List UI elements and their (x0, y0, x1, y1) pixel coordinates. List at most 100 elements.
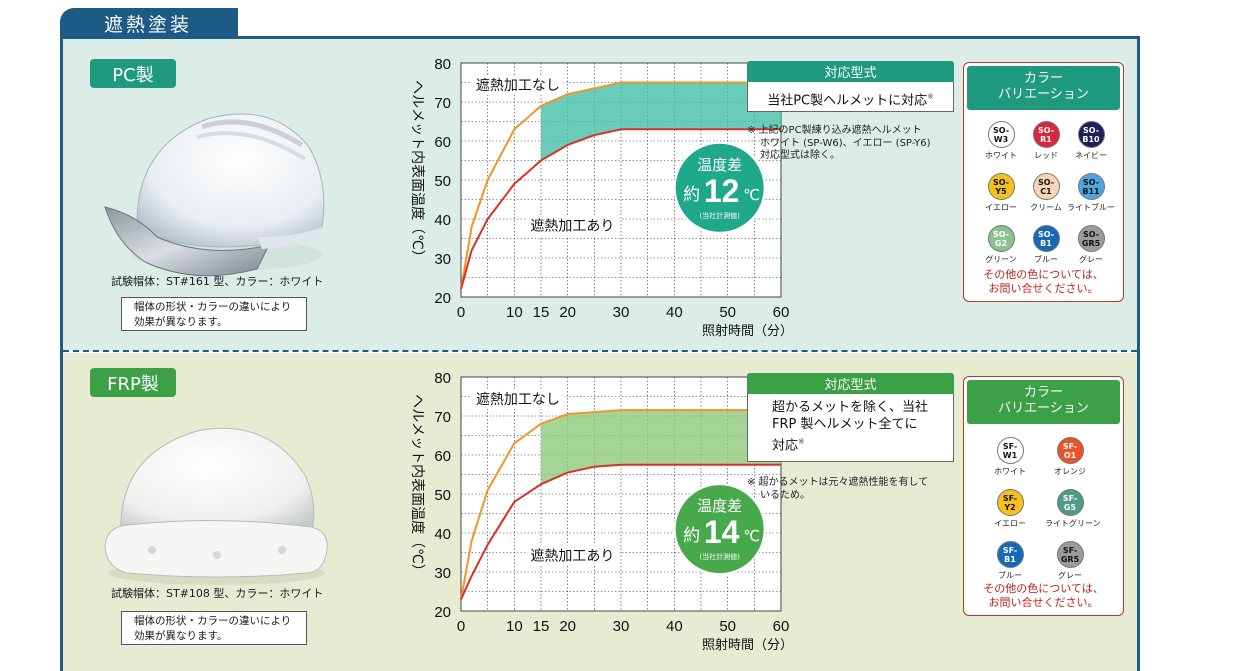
color-code: B1 (1004, 554, 1016, 564)
color-code: GR5 (1060, 554, 1080, 564)
pc-info-note-line: 対応型式は除く。 (760, 150, 840, 161)
color-dot: SO- B11 (1077, 173, 1105, 200)
pc-color-heading: カラー バリエーション (967, 66, 1120, 110)
color-code: G2 (994, 238, 1008, 248)
badge-title: 温度差 (697, 156, 742, 174)
pc-color-heading-line: バリエーション (998, 87, 1089, 102)
frp-color-foot-line: お問い合せください。 (988, 596, 1099, 609)
y-tick-label: 30 (434, 565, 451, 582)
color-dot: SO- W3 (987, 121, 1015, 148)
color-dot: SF- B1 (996, 541, 1024, 568)
x-tick-label: 20 (559, 618, 576, 635)
y-tick-label: 80 (434, 370, 451, 387)
pc-color-foot-line: その他の色については、 (983, 268, 1104, 281)
color-code: GR5 (1081, 238, 1101, 248)
color-dot: SF- G5 (1056, 489, 1084, 516)
color-name: グレー (1058, 571, 1082, 580)
badge-note: (当社計測値) (699, 552, 740, 561)
color-swatch: SF- G5 ライトグリーン (1045, 489, 1101, 529)
x-tick-label: 20 (559, 304, 576, 321)
color-code: Y5 (995, 186, 1007, 196)
color-swatch: SF- W1 ホワイト (985, 437, 1035, 477)
frp-info-body-line: FRP 製ヘルメット全てに (772, 417, 918, 432)
frp-info-note: ※ 超かるメットは元々遮熱性能を有して いるため。 (747, 477, 957, 502)
label-without-coating: 遮熱加工なし (476, 78, 560, 94)
color-code: G5 (1063, 502, 1077, 512)
color-code: B1 (1040, 238, 1052, 248)
series-line-without-coating (460, 81, 781, 290)
pc-section: PC製 試験帽体：ST#161 型、カラー：ホワイト (63, 39, 1137, 351)
color-code-prefix: SF- (1062, 441, 1078, 451)
x-tick-label: 15 (533, 304, 550, 321)
color-swatch: SF- O1 オレンジ (1045, 437, 1095, 477)
y-axis-label: ヘルメット内表面温度（℃） (409, 80, 425, 264)
color-dot: SO- G2 (987, 225, 1015, 252)
color-dot: SF- W1 (996, 437, 1024, 464)
pc-temperature-chart: 20 30 40 50 60 70 80 0 10 15 20 30 40 50 60 照射時間（分） ヘルメッ… (409, 56, 793, 339)
color-swatch: SF- Y2 イエロー (985, 489, 1035, 529)
frp-test-caption: 試験帽体：ST#108 型、カラー：ホワイト (111, 587, 324, 600)
badge-title: 温度差 (697, 497, 742, 515)
color-dot: SF- Y2 (996, 489, 1024, 516)
color-name: ホワイト (994, 467, 1026, 476)
frp-color-heading-line: カラー (1023, 385, 1063, 400)
y-tick-label: 50 (434, 487, 451, 504)
color-swatch: SO- R1 レッド (1021, 121, 1071, 161)
content-frame (60, 36, 1140, 671)
pc-info-note: ※ 上記のPC製練り込み遮熱ヘルメット ホワイト (SP-W6)、イエロー (S… (747, 125, 957, 163)
frp-label: FRP製 (90, 368, 176, 397)
color-code: B11 (1082, 186, 1100, 196)
color-name: オレンジ (1054, 467, 1086, 476)
x-tick-label: 0 (457, 618, 465, 635)
pc-note-line: 効果が異なります。 (134, 316, 228, 328)
pc-color-footnote: その他の色については、 お問い合せください。 (964, 268, 1123, 296)
color-name: ライトブルー (1067, 203, 1115, 212)
x-tick-label: 10 (506, 304, 523, 321)
color-code-prefix: SO- (992, 177, 1010, 187)
frp-helmet-image (104, 427, 328, 585)
badge-prefix: 約 (683, 526, 700, 546)
difference-band (541, 82, 781, 161)
color-swatch: SO- B10 ネイビー (1066, 121, 1116, 161)
frp-swatch-grid: SF- W1 ホワイト SF- O1 オレンジ SF- Y2 イエロー SF- G5 ライトグリーン S… (964, 427, 1123, 580)
color-dot: SO- R1 (1032, 121, 1060, 148)
color-code: R1 (1040, 134, 1052, 144)
color-name: イエロー (985, 203, 1017, 212)
color-dot: SO- Y5 (987, 173, 1015, 200)
y-tick-label: 70 (434, 409, 451, 426)
color-code-prefix: SO- (992, 125, 1010, 135)
color-dot: SF- GR5 (1056, 541, 1084, 568)
color-code-prefix: SF- (1062, 545, 1078, 555)
series-line-with-coating (460, 463, 781, 600)
y-tick-label: 80 (434, 56, 451, 73)
color-code: W3 (993, 134, 1009, 144)
x-tick-label: 50 (719, 304, 736, 321)
color-dot: SF- O1 (1056, 437, 1084, 464)
pc-info-body-text: 当社PC製ヘルメットに対応 (767, 93, 928, 109)
y-tick-label: 20 (434, 604, 451, 621)
temperature-difference-badge (673, 141, 766, 234)
color-name: クリーム (1030, 203, 1062, 212)
header-rule (60, 36, 1140, 39)
pc-info-box: 対応型式 当社PC製ヘルメットに対応※ (747, 61, 954, 112)
x-tick-label: 60 (773, 618, 790, 635)
color-swatch: SO- W3 ホワイト (976, 121, 1026, 161)
y-tick-label: 70 (434, 95, 451, 112)
color-code-prefix: SF- (1002, 441, 1018, 451)
color-code: Y2 (1004, 502, 1016, 512)
color-dot: SO- GR5 (1077, 225, 1105, 252)
color-swatch: SO- Y5 イエロー (976, 173, 1026, 213)
pc-test-caption: 試験帽体：ST#161 型、カラー：ホワイト (111, 275, 324, 288)
color-code-prefix: SO- (1082, 229, 1100, 239)
color-name: ホワイト (985, 151, 1017, 160)
pc-color-heading-line: カラー (1023, 71, 1063, 86)
color-swatch: SO- C1 クリーム (1021, 173, 1071, 213)
color-code: W1 (1002, 450, 1018, 460)
color-code-prefix: SO- (1037, 125, 1055, 135)
section-divider (63, 350, 1137, 352)
color-name: ネイビー (1075, 151, 1107, 160)
label-without-coating: 遮熱加工なし (476, 392, 560, 408)
badge-note: (当社計測値) (699, 211, 740, 220)
color-name: ライトグリーン (1045, 519, 1101, 528)
